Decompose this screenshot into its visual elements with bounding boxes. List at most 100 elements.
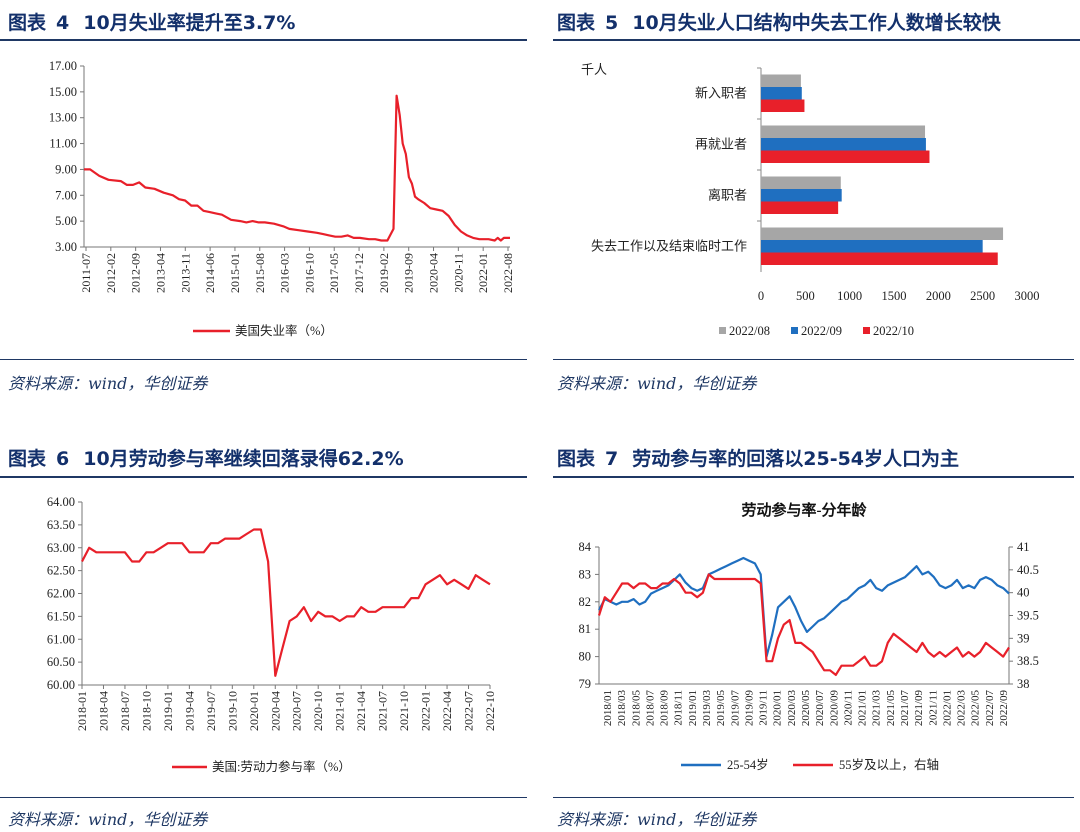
x-tick-label: 2022-10	[483, 691, 497, 731]
x-tick-label: 1500	[882, 289, 907, 303]
y-right-tick-label: 38	[1017, 677, 1030, 691]
unit-label: 千人	[581, 62, 607, 77]
panel-7-label: 图表	[557, 448, 596, 470]
x-tick-label: 2015-08	[253, 253, 267, 293]
x-tick-label: 2021/11	[927, 690, 939, 726]
bar-2022-09-3	[761, 240, 983, 253]
panel-6-label: 图表	[8, 448, 47, 470]
chart-inner-title: 劳动参与率-分年龄	[742, 501, 868, 519]
y-tick-label: 61.50	[47, 609, 75, 623]
panel-chart-5: 图表 5 10月失业人口结构中失去工作人数增长较快 千人 新入职者 再就业者 离职者 失去工…	[553, 0, 1080, 416]
x-tick-label: 2019/07	[729, 690, 741, 727]
panel-chart-6: 图表 6 10月劳动参与率继续回落录得62.2% 60.00 60.50 61.00 61…	[0, 432, 527, 832]
series-line-55-plus	[597, 573, 1010, 676]
x-tick-label: 500	[796, 289, 815, 303]
x-tick-label: 2020-11	[451, 253, 465, 293]
panel-5-label: 图表	[557, 12, 596, 34]
x-tick-label: 2018-04	[96, 691, 110, 731]
legend-swatch-2022-09	[791, 327, 798, 334]
y-tick-label: 63.50	[47, 518, 75, 532]
x-tick-label: 2018/11	[673, 690, 685, 726]
category-label: 再就业者	[695, 137, 747, 152]
x-tick-label: 2021/09	[913, 690, 925, 727]
x-tick-label: 2019/05	[715, 690, 727, 727]
panel-5-top-rule	[553, 39, 1080, 41]
y-right-tick-label: 39.5	[1017, 609, 1039, 623]
y-right-tick-label: 40.5	[1017, 563, 1039, 577]
x-tick-label: 2018-10	[139, 691, 153, 731]
panel-7-number: 7	[605, 448, 619, 470]
x-tick-label: 2021/05	[885, 690, 897, 727]
panel-4-title: 图表 4 10月失业率提升至3.7%	[8, 8, 295, 35]
bar-2022-08-1	[761, 125, 926, 138]
panel-7-title-text: 劳动参与率的回落以25-54岁人口为主	[632, 448, 960, 470]
x-tick-label: 2012-02	[104, 253, 118, 293]
x-tick-label: 2021/01	[857, 690, 869, 726]
category-label: 新入职者	[695, 86, 747, 101]
category-label: 失去工作以及结束临时工作	[591, 239, 747, 254]
y-tick-label: 60.00	[47, 678, 75, 692]
x-tick-label: 2022/09	[998, 690, 1010, 727]
x-tick-label: 2015-01	[228, 253, 242, 293]
panel-6-top-rule	[0, 476, 527, 478]
panel-5-title: 图表 5 10月失业人口结构中失去工作人数增长较快	[557, 8, 1001, 35]
x-tick-label: 2019/01	[687, 690, 699, 726]
x-tick-label: 2019-09	[402, 253, 416, 293]
panel-4-top-rule	[0, 39, 527, 41]
x-tick-label: 2019-04	[182, 691, 196, 731]
x-tick-label: 2020-07	[290, 691, 304, 731]
legend-label-participation: 美国:劳动力参与率（%）	[212, 759, 351, 774]
y-right-tick-label: 38.5	[1017, 654, 1039, 668]
x-tick-label: 2020-10	[311, 691, 325, 731]
x-tick-label: 2022-08	[501, 253, 515, 293]
panel-4-number: 4	[56, 12, 70, 34]
series-line-participation	[81, 528, 491, 677]
x-tick-label: 2018-01	[75, 691, 89, 731]
y-tick-label: 63.00	[47, 541, 75, 555]
bar-2022-08-2	[761, 176, 841, 189]
x-tick-label: 2021-01	[333, 691, 347, 731]
legend-label-2022-09: 2022/09	[801, 324, 842, 338]
panel-4-title-text: 10月失业率提升至3.7%	[83, 12, 296, 34]
y-tick-label: 64.00	[47, 495, 75, 509]
x-tick-label: 2019/09	[743, 690, 755, 727]
legend-swatch-2022-08	[719, 327, 726, 334]
x-tick-label: 2000	[926, 289, 951, 303]
x-tick-label: 2012-09	[129, 253, 143, 293]
y-tick-label: 13.00	[49, 111, 77, 125]
y-right-tick-label: 39	[1017, 631, 1030, 645]
x-tick-label: 2011-07	[79, 253, 93, 293]
y-right-tick-label: 41	[1017, 540, 1030, 554]
panel-7-bottom-rule	[553, 797, 1074, 798]
x-tick-label: 2014-06	[203, 253, 217, 293]
x-tick-label: 1000	[837, 289, 862, 303]
bar-2022-10-1	[761, 150, 930, 163]
panel-6-title: 图表 6 10月劳动参与率继续回落录得62.2%	[8, 444, 404, 471]
panel-5-title-text: 10月失业人口结构中失去工作人数增长较快	[632, 12, 1001, 34]
y-left-tick-label: 82	[579, 595, 592, 609]
x-tick-label: 2022-07	[462, 691, 476, 731]
bar-2022-09-1	[761, 138, 926, 151]
panel-4-label: 图表	[8, 12, 47, 34]
series-line-unemployment	[84, 94, 510, 242]
x-tick-label: 2020/01	[772, 690, 784, 726]
x-tick-label: 2018/09	[659, 690, 671, 727]
x-tick-label: 2021-07	[376, 691, 390, 731]
x-tick-label: 2020-04	[427, 253, 441, 293]
legend-label-2022-10: 2022/10	[873, 324, 914, 338]
x-tick-label: 2020-01	[247, 691, 261, 731]
x-tick-label: 2019/11	[758, 690, 770, 726]
bar-2022-10-2	[761, 201, 839, 214]
x-tick-label: 2022/07	[984, 690, 996, 727]
x-tick-label: 0	[758, 289, 764, 303]
x-tick-label: 2022-04	[440, 691, 454, 731]
bar-2022-09-2	[761, 189, 842, 202]
legend-label-25-54: 25-54岁	[727, 757, 769, 772]
x-tick-label: 3000	[1015, 289, 1040, 303]
y-tick-label: 15.00	[49, 85, 77, 99]
bar-2022-10-3	[761, 252, 998, 265]
x-tick-label: 2019-10	[225, 691, 239, 731]
y-tick-label: 9.00	[55, 162, 77, 176]
chart-participation-by-age: 劳动参与率-分年龄 79 80 81 82 83 84 38 38.5 39 39.5 40 40.5 4…	[579, 501, 1039, 772]
x-tick-label: 2021-04	[354, 691, 368, 731]
